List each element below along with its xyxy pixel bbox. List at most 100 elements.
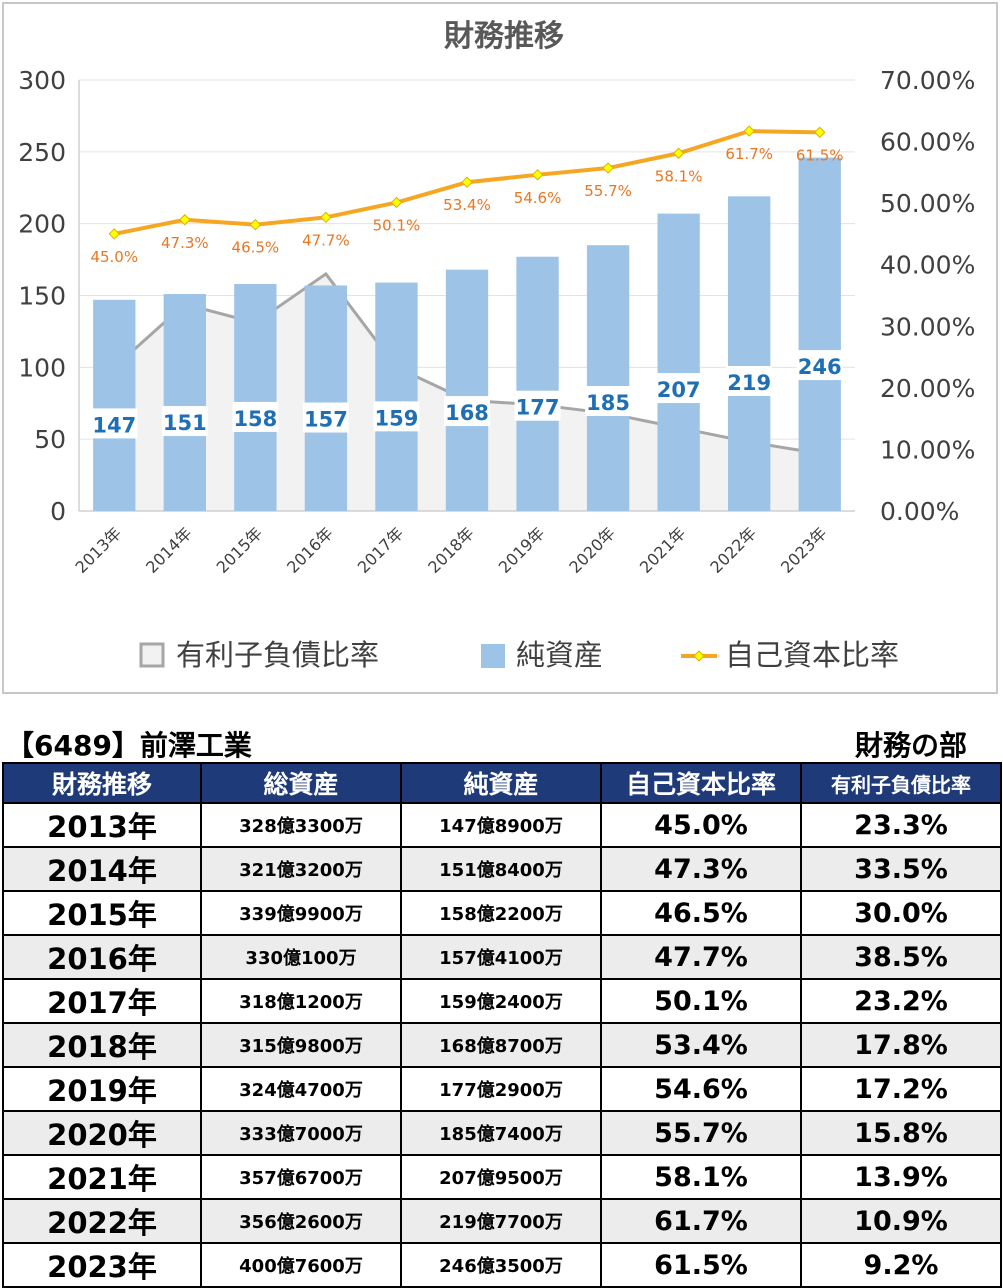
- chart-svg: 財務推移 0 50 100 150 200 250 300 0.00% 10.00% 20.00% 3…: [18, 19, 975, 672]
- cell-equity-ratio: 45.0%: [600, 802, 802, 848]
- legend-debt-ratio-swatch: [139, 642, 165, 668]
- cell-year: 2016年: [2, 934, 202, 980]
- equity-ratio-point: [672, 147, 685, 159]
- x-tick-label: 2023年: [777, 523, 831, 577]
- net-assets-bar: [163, 294, 206, 511]
- bar-label-bg: [726, 366, 773, 397]
- cell-total-assets: 333億7000万: [200, 1110, 402, 1156]
- equity-ratio-label: 45.0%: [90, 248, 138, 266]
- header-net-assets: 純資産: [400, 762, 602, 804]
- net-assets-bar-label: 177: [516, 396, 560, 420]
- net-assets-bar: [375, 282, 418, 511]
- cell-net-assets: 185億7400万: [400, 1110, 602, 1156]
- cell-year: 2023年: [2, 1242, 202, 1288]
- net-assets-bar-label: 147: [92, 413, 136, 437]
- cell-year: 2015年: [2, 890, 202, 936]
- cell-net-assets: 207億9500万: [400, 1154, 602, 1200]
- company-name: 【6489】前澤工業: [6, 729, 252, 762]
- cell-total-assets: 356億2600万: [200, 1198, 402, 1244]
- cell-debt-ratio: 15.8%: [800, 1110, 1002, 1156]
- y-right-tick-label: 30.00%: [880, 312, 975, 341]
- cell-net-assets: 158億2200万: [400, 890, 602, 936]
- table-header-row: 財務推移 総資産 純資産 自己資本比率 有利子負債比率: [2, 762, 1002, 804]
- equity-ratio-point: [602, 162, 614, 174]
- cell-net-assets: 168億8700万: [400, 1022, 602, 1068]
- cell-year: 2013年: [2, 802, 202, 848]
- equity-ratio-point: [320, 211, 332, 224]
- cell-total-assets: 330億100万: [200, 934, 402, 980]
- cell-year: 2014年: [2, 846, 202, 892]
- section-title: 財務の部: [854, 729, 967, 762]
- table-row: 2013年 328億3300万 147億8900万 45.0% 23.3%: [2, 802, 1002, 848]
- bar-label-bg: [796, 350, 843, 381]
- net-assets-bar: [234, 284, 277, 511]
- equity-ratio-point: [108, 228, 120, 240]
- cell-net-assets: 246億3500万: [400, 1242, 602, 1288]
- cell-total-assets: 328億3300万: [200, 802, 402, 848]
- table-row: 2014年 321億3200万 151億8400万 47.3% 33.5%: [2, 846, 1002, 892]
- header-total-assets: 総資産: [200, 762, 402, 804]
- bar-label-bg: [655, 373, 702, 404]
- table-row: 2016年 330億100万 157億4100万 47.7% 38.5%: [2, 934, 1002, 980]
- cell-debt-ratio: 33.5%: [800, 846, 1002, 892]
- net-assets-bar: [798, 157, 841, 511]
- cell-debt-ratio: 23.3%: [800, 802, 1002, 848]
- equity-ratio-point: [531, 169, 544, 181]
- net-assets-bar: [93, 299, 136, 511]
- equity-ratio-label: 46.5%: [232, 239, 280, 257]
- header-debt-ratio: 有利子負債比率: [800, 762, 1002, 804]
- net-assets-bar: [657, 213, 700, 512]
- cell-net-assets: 157億4100万: [400, 934, 602, 980]
- cell-debt-ratio: 13.9%: [800, 1154, 1002, 1200]
- cell-year: 2018年: [2, 1022, 202, 1068]
- cell-equity-ratio: 55.7%: [600, 1110, 802, 1156]
- x-tick-label: 2020年: [565, 523, 619, 577]
- debt-ratio-area: [114, 273, 820, 511]
- legend-net-assets-swatch: [481, 644, 505, 668]
- net-assets-bar-label: 219: [727, 371, 771, 395]
- cell-total-assets: 321億3200万: [200, 846, 402, 892]
- table-row: 2022年 356億2600万 219億7700万 61.7% 10.9%: [2, 1198, 1002, 1244]
- table-row: 2019年 324億4700万 177億2900万 54.6% 17.2%: [2, 1066, 1002, 1112]
- equity-ratio-point: [743, 125, 755, 137]
- cell-equity-ratio: 58.1%: [600, 1154, 802, 1200]
- cell-equity-ratio: 47.7%: [600, 934, 802, 980]
- y-right-tick-label: 20.00%: [880, 374, 975, 403]
- table-row: 2018年 315億9800万 168億8700万 53.4% 17.8%: [2, 1022, 1002, 1068]
- equity-ratio-point: [390, 196, 403, 209]
- cell-debt-ratio: 17.8%: [800, 1022, 1002, 1068]
- table-row: 2017年 318億1200万 159億2400万 50.1% 23.2%: [2, 978, 1002, 1024]
- y-right-tick-label: 70.00%: [880, 66, 975, 95]
- cell-net-assets: 177億2900万: [400, 1066, 602, 1112]
- equity-ratio-point: [461, 176, 473, 188]
- legend-equity-ratio-label: 自己資本比率: [725, 638, 899, 672]
- cell-total-assets: 315億9800万: [200, 1022, 402, 1068]
- table-row: 2023年 400億7600万 246億3500万 61.5% 9.2%: [2, 1242, 1002, 1288]
- cell-debt-ratio: 23.2%: [800, 978, 1002, 1024]
- cell-debt-ratio: 9.2%: [800, 1242, 1002, 1288]
- cell-debt-ratio: 38.5%: [800, 934, 1002, 980]
- bar-label-bg: [302, 402, 349, 433]
- y-left-tick-label: 50: [34, 425, 66, 454]
- legend-equity-ratio-marker: [693, 650, 705, 662]
- x-tick-label: 2018年: [424, 523, 478, 577]
- cell-total-assets: 357億6700万: [200, 1154, 402, 1200]
- y-right-tick-label: 50.00%: [880, 189, 975, 218]
- equity-ratio-label: 54.6%: [514, 189, 562, 207]
- y-left-tick-label: 300: [18, 66, 66, 95]
- net-assets-bar: [586, 245, 630, 511]
- legend-net-assets-label: 純資産: [516, 638, 603, 672]
- equity-ratio-label: 58.1%: [655, 167, 703, 185]
- net-assets-bar: [728, 196, 771, 511]
- net-assets-bar-label: 168: [445, 401, 489, 425]
- x-tick-label: 2016年: [283, 523, 337, 577]
- cell-year: 2019年: [2, 1066, 202, 1112]
- bar-label-bg: [444, 396, 490, 427]
- cell-equity-ratio: 54.6%: [600, 1066, 802, 1112]
- cell-year: 2017年: [2, 978, 202, 1024]
- cell-net-assets: 147億8900万: [400, 802, 602, 848]
- cell-total-assets: 339億9900万: [200, 890, 402, 936]
- cell-net-assets: 151億8400万: [400, 846, 602, 892]
- table-row: 2015年 339億9900万 158億2200万 46.5% 30.0%: [2, 890, 1002, 936]
- net-assets-bar-label: 157: [304, 408, 348, 432]
